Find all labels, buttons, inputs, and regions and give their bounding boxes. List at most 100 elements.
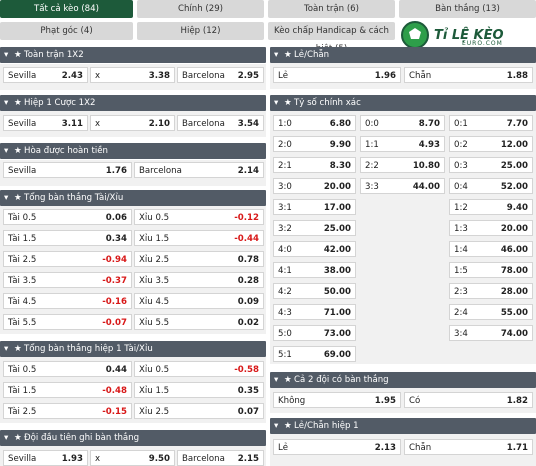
star-icon[interactable]: ★ [14,344,22,354]
odds-cell[interactable]: Tài 0.5 0.44 [3,361,132,377]
star-icon[interactable]: ★ [14,98,22,108]
odds-cell[interactable]: 1:3 20.00 [449,220,533,236]
odds-cell[interactable]: 0:2 12.00 [449,136,533,152]
tab-goals[interactable]: Bàn thắng (13) [399,0,536,18]
odds-cell[interactable]: 3:1 17.00 [273,199,356,215]
chevron-down-icon[interactable]: ▾ [4,98,9,108]
odds-cell[interactable]: 4:0 42.00 [273,241,356,257]
tab-handicap[interactable]: Kèo chấp Handicap & cách biệt (5) [268,22,395,54]
odds-cell[interactable]: 5:1 69.00 [273,346,356,362]
odds-cell[interactable]: Xỉu 2.5 0.07 [134,403,264,419]
odds-cell[interactable]: Có 1.82 [404,392,533,408]
odds-cell[interactable]: 0:1 7.70 [449,115,533,131]
section-header[interactable]: ▾ ★ Toàn trận 1X2 [0,47,266,63]
odds-cell[interactable]: Barcelona 2.15 [177,450,264,466]
odds-cell[interactable]: Chẵn 1.88 [404,67,533,83]
odds-cell[interactable]: 3:4 74.00 [449,325,533,341]
chevron-down-icon[interactable]: ▾ [4,50,9,60]
section-header[interactable]: ▾ ★ Tỷ số chính xác [270,95,536,111]
tab-corners[interactable]: Phạt góc (4) [0,22,133,40]
section-header[interactable]: ▾ ★ Hiệp 1 Cược 1X2 [0,95,266,111]
odds-cell[interactable]: Tài 5.5 -0.07 [3,314,132,330]
star-icon[interactable]: ★ [284,50,292,60]
odds-cell[interactable]: Xỉu 1.5 -0.44 [134,230,264,246]
section-header[interactable]: ▾ ★ Cả 2 đội có bàn thắng [270,372,536,388]
odds-cell[interactable]: 0:3 25.00 [449,157,533,173]
chevron-down-icon[interactable]: ▾ [274,50,279,60]
odds-cell[interactable]: 2:4 55.00 [449,304,533,320]
odds-cell[interactable]: Xỉu 1.5 0.35 [134,382,264,398]
odds-cell[interactable]: Sevilla 1.76 [3,162,132,178]
star-icon[interactable]: ★ [284,421,292,431]
odds-cell[interactable]: x 9.50 [90,450,175,466]
odds-cell[interactable]: Tài 2.5 -0.94 [3,251,132,267]
odds-cell[interactable]: 4:2 50.00 [273,283,356,299]
odds-cell[interactable]: Xỉu 5.5 0.02 [134,314,264,330]
star-icon[interactable]: ★ [14,50,22,60]
odds-cell[interactable]: 1:4 46.00 [449,241,533,257]
tab-main[interactable]: Chính (29) [137,0,264,18]
odds-cell[interactable]: Tài 0.5 0.06 [3,209,132,225]
odds-cell[interactable]: Xỉu 4.5 0.09 [134,293,264,309]
section-header[interactable]: ▾ ★ Đội đầu tiên ghi bàn thắng [0,430,266,446]
section-header[interactable]: ▾ ★ Tổng bàn thắng Tài/Xỉu [0,190,266,206]
odds-cell[interactable]: 3:0 20.00 [273,178,356,194]
tab-full-time[interactable]: Toàn trận (6) [268,0,395,18]
odds-cell[interactable]: 2:1 8.30 [273,157,356,173]
odds-cell[interactable]: 1:5 78.00 [449,262,533,278]
chevron-down-icon[interactable]: ▾ [4,193,9,203]
odds-cell[interactable]: 3:3 44.00 [360,178,445,194]
odds-cell[interactable]: x 2.10 [90,115,175,131]
odds-cell[interactable]: x 3.38 [90,67,175,83]
chevron-down-icon[interactable]: ▾ [274,375,279,385]
odds-cell[interactable]: 5:0 73.00 [273,325,356,341]
odds-cell[interactable]: Xỉu 0.5 -0.58 [134,361,264,377]
star-icon[interactable]: ★ [284,375,292,385]
section-header[interactable]: ▾ ★ Lẻ/Chẵn hiệp 1 [270,418,536,434]
odds-cell[interactable]: 2:3 28.00 [449,283,533,299]
odds-cell[interactable]: Barcelona 2.95 [177,67,264,83]
odds-label: 0:4 [454,182,468,192]
odds-cell[interactable]: Tài 1.5 -0.48 [3,382,132,398]
odds-cell[interactable]: Tài 2.5 -0.15 [3,403,132,419]
chevron-down-icon[interactable]: ▾ [4,433,9,443]
odds-cell[interactable]: Tài 4.5 -0.16 [3,293,132,309]
odds-cell[interactable]: Barcelona 2.14 [134,162,264,178]
odds-cell[interactable]: 3:2 25.00 [273,220,356,236]
tab-all[interactable]: Tất cả kèo (84) [0,0,133,18]
odds-cell[interactable]: 0:4 52.00 [449,178,533,194]
section-header[interactable]: ▾ ★ Lẻ/Chẵn [270,47,536,63]
odds-cell[interactable]: Xỉu 3.5 0.28 [134,272,264,288]
odds-cell[interactable]: Sevilla 1.93 [3,450,88,466]
chevron-down-icon[interactable]: ▾ [274,98,279,108]
chevron-down-icon[interactable]: ▾ [4,146,9,156]
odds-cell[interactable]: 2:2 10.80 [360,157,445,173]
star-icon[interactable]: ★ [14,146,22,156]
odds-cell[interactable]: 0:0 8.70 [360,115,445,131]
section-header[interactable]: ▾ ★ Tổng bàn thắng hiệp 1 Tài/Xỉu [0,341,266,357]
odds-cell[interactable]: Chẵn 1.71 [404,439,533,455]
odds-cell[interactable]: Barcelona 3.54 [177,115,264,131]
star-icon[interactable]: ★ [14,193,22,203]
odds-cell[interactable]: Lẻ 1.96 [273,67,401,83]
section-header[interactable]: ▾ ★ Hòa được hoàn tiền [0,143,266,159]
star-icon[interactable]: ★ [284,98,292,108]
odds-cell[interactable]: Tài 3.5 -0.37 [3,272,132,288]
odds-cell[interactable]: Xỉu 2.5 0.78 [134,251,264,267]
chevron-down-icon[interactable]: ▾ [4,344,9,354]
odds-cell[interactable]: Tài 1.5 0.34 [3,230,132,246]
chevron-down-icon[interactable]: ▾ [274,421,279,431]
odds-cell[interactable]: 1:0 6.80 [273,115,356,131]
odds-cell[interactable]: Lẻ 2.13 [273,439,401,455]
odds-cell[interactable]: 1:2 9.40 [449,199,533,215]
odds-cell[interactable]: Sevilla 3.11 [3,115,88,131]
odds-cell[interactable]: 2:0 9.90 [273,136,356,152]
odds-cell[interactable]: Không 1.95 [273,392,401,408]
tab-halves[interactable]: Hiệp (12) [137,22,264,40]
odds-cell[interactable]: Sevilla 2.43 [3,67,88,83]
odds-cell[interactable]: 4:3 71.00 [273,304,356,320]
odds-cell[interactable]: 4:1 38.00 [273,262,356,278]
star-icon[interactable]: ★ [14,433,22,443]
odds-cell[interactable]: 1:1 4.93 [360,136,445,152]
odds-cell[interactable]: Xỉu 0.5 -0.12 [134,209,264,225]
